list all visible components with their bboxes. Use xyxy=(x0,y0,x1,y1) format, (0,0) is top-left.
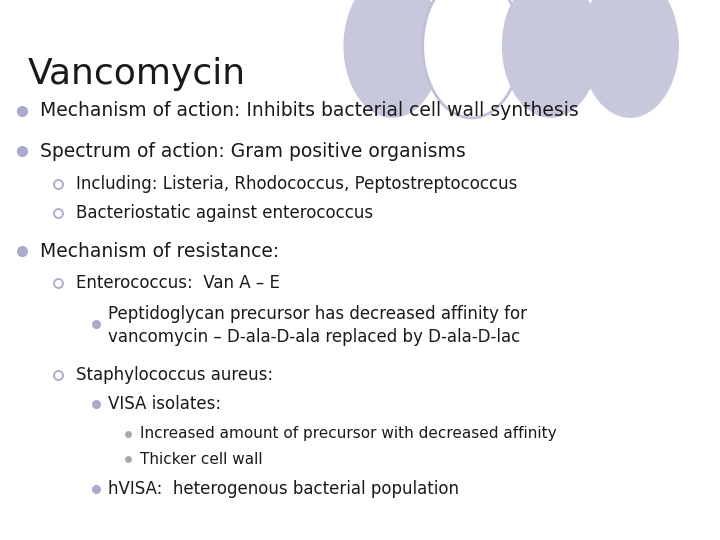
Text: Including: Listeria, Rhodococcus, Peptostreptococcus: Including: Listeria, Rhodococcus, Peptos… xyxy=(76,175,517,193)
Text: Increased amount of precursor with decreased affinity: Increased amount of precursor with decre… xyxy=(140,426,557,441)
Ellipse shape xyxy=(502,0,600,118)
Text: Staphylococcus aureus:: Staphylococcus aureus: xyxy=(76,366,273,384)
Text: Thicker cell wall: Thicker cell wall xyxy=(140,451,263,467)
Text: Mechanism of resistance:: Mechanism of resistance: xyxy=(40,241,279,261)
Text: hVISA:  heterogenous bacterial population: hVISA: heterogenous bacterial population xyxy=(108,480,459,498)
Text: Bacteriostatic against enterococcus: Bacteriostatic against enterococcus xyxy=(76,204,373,222)
Text: Spectrum of action: Gram positive organisms: Spectrum of action: Gram positive organi… xyxy=(40,141,465,161)
Text: Vancomycin: Vancomycin xyxy=(27,57,246,91)
Text: Peptidoglycan precursor has decreased affinity for
vancomycin – D-ala-D-ala repl: Peptidoglycan precursor has decreased af… xyxy=(108,305,527,346)
Text: VISA isolates:: VISA isolates: xyxy=(108,395,221,413)
Text: Mechanism of action: Inhibits bacterial cell wall synthesis: Mechanism of action: Inhibits bacterial … xyxy=(40,101,578,120)
Ellipse shape xyxy=(581,0,679,118)
Ellipse shape xyxy=(343,0,441,118)
Ellipse shape xyxy=(423,0,521,118)
Text: Enterococcus:  Van A – E: Enterococcus: Van A – E xyxy=(76,274,279,292)
